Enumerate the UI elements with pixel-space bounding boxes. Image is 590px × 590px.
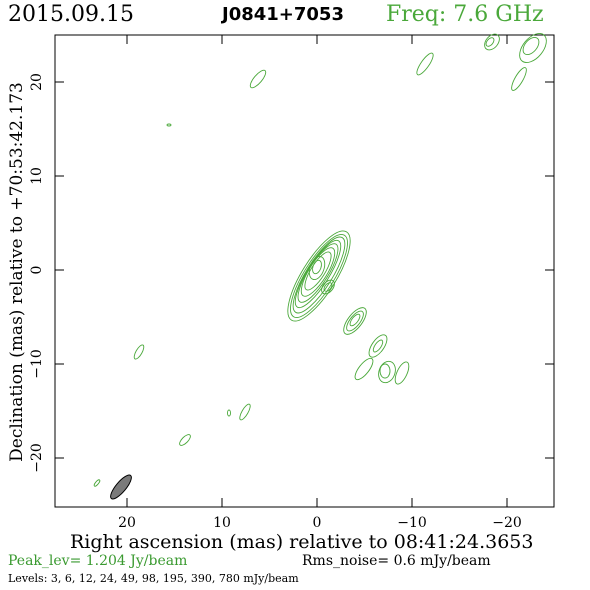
beam-ellipse xyxy=(110,474,132,500)
y-tick-label: 10 xyxy=(29,167,45,185)
y-axis-label: Declination (mas) relative to +70:53:42.… xyxy=(7,82,27,462)
y-tick-label: 20 xyxy=(29,73,45,91)
plot-frame xyxy=(54,34,555,508)
x-tick-label: 20 xyxy=(118,515,136,531)
x-tick-label: −10 xyxy=(397,515,427,531)
contour-lines xyxy=(93,33,547,487)
y-axis-ticks xyxy=(55,81,554,459)
source-name: J0841+7053 xyxy=(222,4,344,25)
y-tick-label: −10 xyxy=(29,349,45,379)
x-tick-label: 0 xyxy=(313,515,322,531)
y-tick-label: −20 xyxy=(29,443,45,473)
observing-frequency: Freq: 7.6 GHz xyxy=(386,2,544,27)
observation-date: 2015.09.15 xyxy=(8,2,134,27)
x-axis-label: Right ascension (mas) relative to 08:41:… xyxy=(70,531,534,553)
jet-knot-contours xyxy=(343,307,367,335)
x-tick-label: −20 xyxy=(492,515,522,531)
y-tick-label: 0 xyxy=(29,266,45,275)
noise-contours xyxy=(93,33,547,487)
jet-knot-contours xyxy=(354,334,410,385)
contour-levels: Levels: 3, 6, 12, 24, 49, 98, 195, 390, … xyxy=(8,572,299,585)
rms-noise: Rms_noise= 0.6 mJy/beam xyxy=(302,553,491,569)
peak-level: Peak_lev= 1.204 Jy/beam xyxy=(8,553,188,569)
core-contours xyxy=(287,230,351,322)
x-tick-label: 10 xyxy=(213,515,231,531)
x-axis-ticks xyxy=(126,35,508,507)
